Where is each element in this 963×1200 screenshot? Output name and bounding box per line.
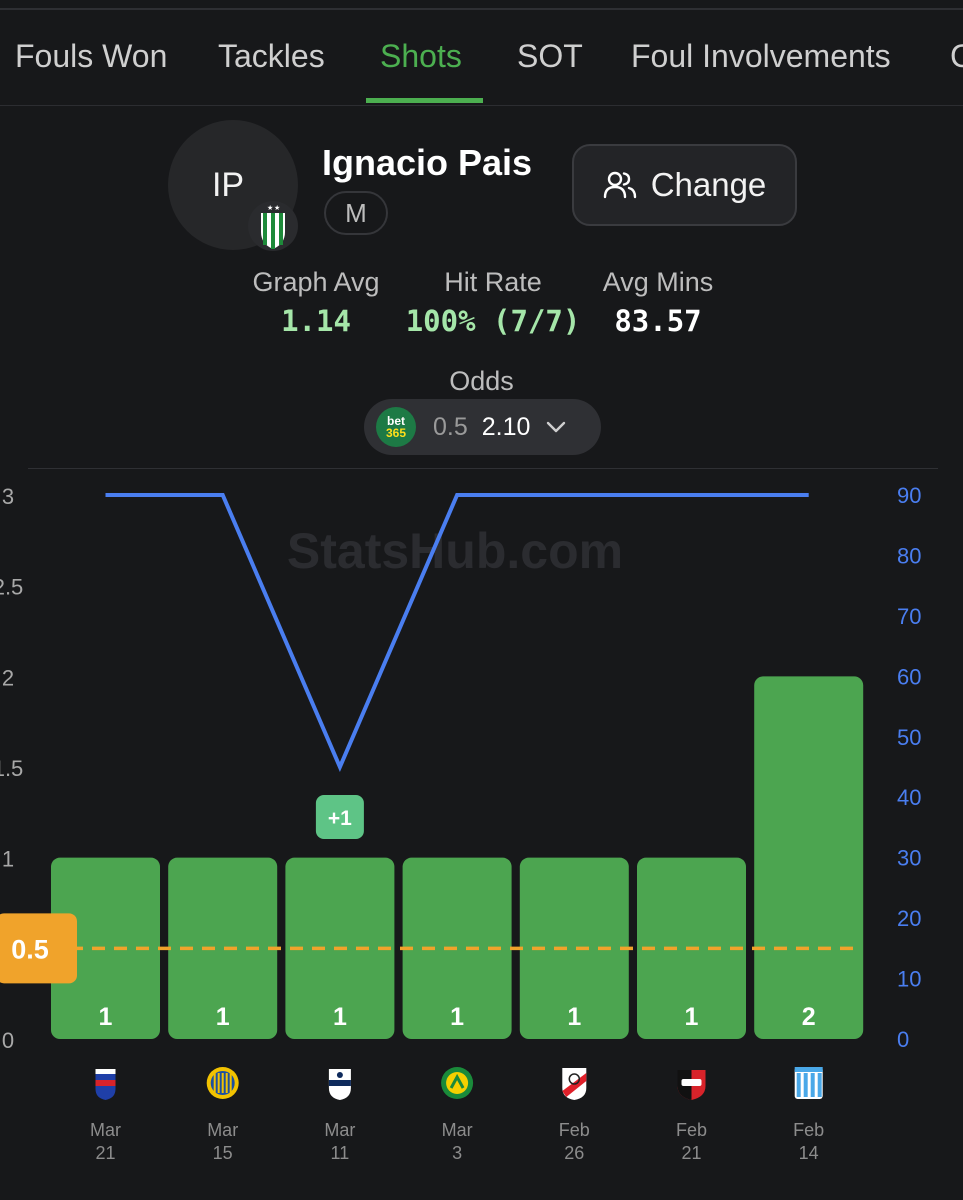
chart-divider bbox=[28, 468, 938, 469]
y-left-tick-label: 1 bbox=[2, 847, 14, 872]
hit-rate-label: Hit Rate bbox=[444, 267, 542, 297]
club-badge-icon: ★ ★ bbox=[248, 201, 298, 251]
minutes-line bbox=[105, 493, 809, 773]
shots-chart: StatsHub.com32.521.510.50908070605040302… bbox=[0, 483, 921, 1163]
change-button-label: Change bbox=[650, 166, 767, 203]
date-day-label: 3 bbox=[452, 1143, 462, 1163]
date-day-label: 11 bbox=[331, 1143, 350, 1163]
bar-value-label: 1 bbox=[216, 1003, 230, 1031]
tab-tackles[interactable]: Tackles bbox=[218, 38, 325, 74]
bar-value-label: 1 bbox=[99, 1003, 113, 1031]
tab-fouls-won[interactable]: Fouls Won bbox=[15, 38, 168, 74]
date-day-label: 21 bbox=[95, 1143, 115, 1163]
bar bbox=[168, 857, 278, 1039]
change-player-button[interactable]: Change bbox=[572, 144, 797, 226]
chevron-down-icon bbox=[547, 421, 566, 433]
odds-line-value: 0.5 bbox=[433, 412, 468, 441]
tab-shots[interactable]: Shots bbox=[380, 38, 462, 74]
tab-sot[interactable]: SOT bbox=[517, 38, 583, 74]
rosario-central-crest-icon bbox=[206, 1067, 239, 1099]
tigre-crest-icon bbox=[95, 1069, 116, 1100]
graph-avg-stat: Graph Avg 1.14 bbox=[216, 267, 416, 338]
users-icon bbox=[603, 171, 636, 199]
date-day-label: 14 bbox=[799, 1143, 819, 1163]
aldosivi-crest-icon bbox=[441, 1067, 474, 1099]
y-right-tick-label: 40 bbox=[897, 785, 921, 810]
graph-avg-value: 1.14 bbox=[281, 304, 351, 338]
threshold-badge bbox=[0, 913, 77, 984]
watermark-text: StatsHub.com bbox=[287, 523, 623, 579]
newells-crest-icon bbox=[677, 1070, 706, 1100]
shots-diff-badge bbox=[315, 795, 364, 839]
stat-tabs: Fouls Won Tackles Shots SOT Foul Involve… bbox=[0, 10, 963, 106]
bar-value-label: 1 bbox=[685, 1003, 699, 1031]
y-right-tick-label: 80 bbox=[897, 543, 921, 568]
y-left-tick-label: 2 bbox=[2, 665, 14, 690]
odds-price: 2.10 bbox=[481, 412, 531, 441]
y-left-tick-label: 2.5 bbox=[0, 575, 23, 600]
bar bbox=[402, 857, 512, 1039]
odds-selector[interactable]: bet 365 0.5 2.10 bbox=[364, 399, 601, 455]
y-left-tick-label: 0 bbox=[2, 1028, 14, 1053]
y-left-tick-label: 3 bbox=[2, 484, 14, 509]
y-right-tick-label: 0 bbox=[897, 1027, 909, 1052]
bar bbox=[519, 857, 629, 1039]
date-month-label: Mar bbox=[324, 1120, 355, 1140]
y-left-tick-label: 1.5 bbox=[0, 756, 23, 781]
tab-truncated[interactable]: C bbox=[950, 38, 963, 75]
date-month-label: Feb bbox=[676, 1120, 707, 1140]
bet365-logo: bet 365 bbox=[376, 407, 416, 447]
y-right-tick-label: 60 bbox=[897, 664, 921, 689]
svg-text:★: ★ bbox=[267, 204, 273, 212]
gimnasia-crest-icon bbox=[328, 1069, 351, 1100]
svg-text:★: ★ bbox=[274, 204, 280, 212]
avatar-initials: IP bbox=[211, 165, 245, 204]
avg-mins-value: 83.57 bbox=[614, 304, 702, 338]
hit-rate-value: 100% (7/7) bbox=[405, 304, 581, 338]
avg-mins-label: Avg Mins bbox=[602, 267, 714, 297]
player-name: Ignacio Pais bbox=[322, 142, 533, 183]
bar bbox=[51, 857, 160, 1039]
bar-value-label: 2 bbox=[802, 1003, 816, 1031]
hit-rate-stat: Hit Rate 100% (7/7) bbox=[403, 267, 583, 338]
date-day-label: 15 bbox=[213, 1143, 233, 1163]
bar-value-label: 1 bbox=[450, 1003, 464, 1031]
y-right-tick-label: 50 bbox=[897, 725, 921, 750]
date-month-label: Mar bbox=[90, 1120, 121, 1140]
river-plate-crest-icon bbox=[562, 1068, 587, 1100]
racing-crest-icon bbox=[794, 1067, 823, 1099]
date-month-label: Feb bbox=[793, 1120, 824, 1140]
tab-foul-involvements[interactable]: Foul Involvements bbox=[631, 38, 891, 74]
y-right-tick-label: 10 bbox=[897, 967, 921, 992]
shots-diff-label: +1 bbox=[328, 807, 352, 830]
y-right-tick-label: 20 bbox=[897, 906, 921, 931]
position-badge: M bbox=[324, 191, 388, 235]
graph-avg-label: Graph Avg bbox=[252, 267, 380, 297]
active-tab-indicator bbox=[366, 98, 483, 103]
top-border bbox=[0, 8, 963, 10]
date-day-label: 21 bbox=[681, 1143, 701, 1163]
date-day-label: 26 bbox=[564, 1143, 584, 1163]
bar-value-label: 1 bbox=[333, 1003, 347, 1031]
bar bbox=[754, 676, 864, 1039]
y-right-tick-label: 90 bbox=[897, 483, 921, 508]
bar-value-label: 1 bbox=[567, 1003, 581, 1031]
y-right-tick-label: 70 bbox=[897, 604, 921, 629]
date-month-label: Mar bbox=[442, 1120, 473, 1140]
avg-mins-stat: Avg Mins 83.57 bbox=[578, 267, 738, 338]
threshold-badge-label: 0.5 bbox=[11, 934, 49, 964]
odds-label: Odds bbox=[449, 366, 514, 396]
date-month-label: Feb bbox=[559, 1120, 590, 1140]
y-right-tick-label: 30 bbox=[897, 846, 921, 871]
date-month-label: Mar bbox=[207, 1120, 238, 1140]
